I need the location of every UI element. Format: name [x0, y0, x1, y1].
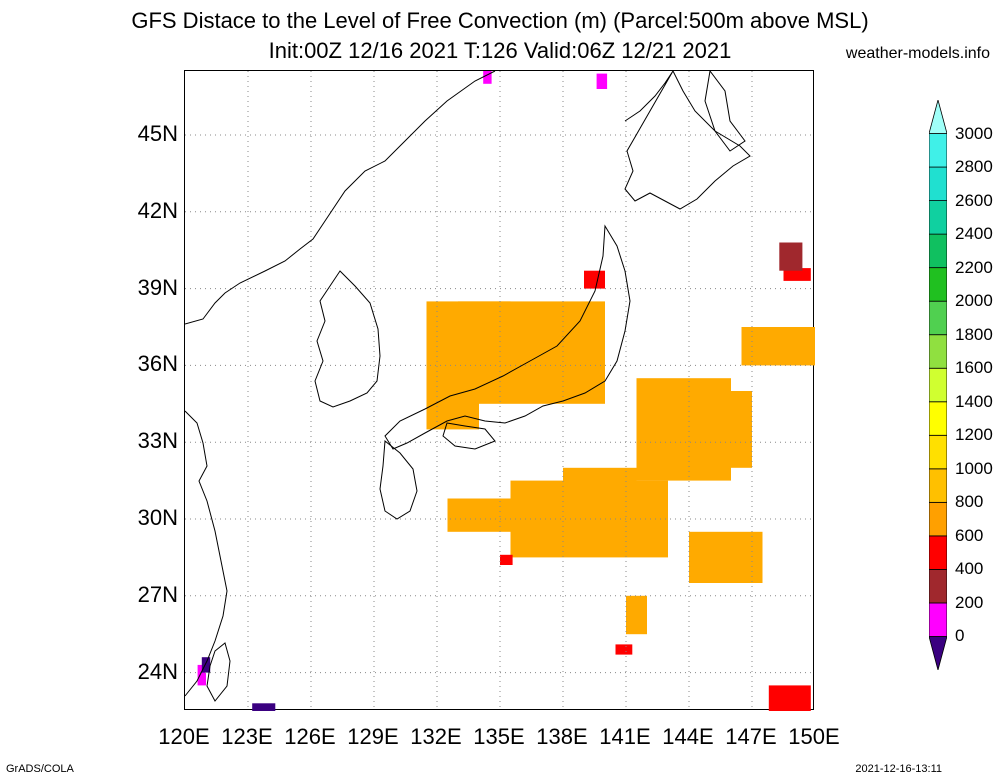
lat-tick-label: 42N — [137, 197, 178, 223]
field-region — [783, 268, 811, 281]
field-region — [741, 327, 815, 366]
colorbar-tick-label: 0 — [955, 626, 965, 646]
lfc-field-600-800 — [426, 301, 815, 635]
field-region — [689, 531, 763, 583]
lat-tick-label: 36N — [137, 351, 178, 377]
colorbar-tick-label: 2600 — [955, 190, 993, 210]
field-region — [626, 595, 647, 635]
colorbar-tick-label: 800 — [955, 492, 984, 512]
colorbar-tick-label: 2800 — [955, 157, 993, 177]
lon-tick-label: 120E — [158, 724, 210, 749]
colorbar-segment — [929, 569, 947, 604]
site-credit: weather-models.info — [845, 45, 990, 62]
colorbar-segment — [929, 401, 947, 436]
graticule — [185, 71, 815, 711]
lon-tick-label: 138E — [536, 724, 588, 749]
lon-tick-label: 123E — [221, 724, 273, 749]
colorbar-segment — [929, 602, 947, 637]
colorbar-tick-label: 2400 — [955, 224, 993, 244]
chart-title: GFS Distace to the Level of Free Convect… — [131, 8, 869, 33]
field-region — [483, 71, 492, 84]
lon-tick-label: 132E — [410, 724, 462, 749]
colorbar-segment — [929, 133, 947, 168]
field-region — [521, 327, 595, 391]
field-region — [563, 467, 637, 519]
coastline-china-east — [185, 410, 228, 697]
colorbar-tick-label: 2000 — [955, 291, 993, 311]
lon-tick-label: 141E — [599, 724, 651, 749]
lat-tick-label: 39N — [137, 274, 178, 300]
colorbar-segment — [929, 535, 947, 570]
lat-tick-label: 27N — [137, 581, 178, 607]
colorbar-tick-label: 1800 — [955, 324, 993, 344]
colorbar-tick-label: 1200 — [955, 425, 993, 445]
colorbar-segment — [929, 166, 947, 201]
colorbar-segment — [929, 200, 947, 235]
coastline-taiwan — [206, 642, 231, 702]
field-region — [252, 703, 276, 711]
field-region — [768, 685, 811, 711]
map-panel — [184, 70, 815, 711]
field-region — [500, 554, 513, 565]
field-region — [615, 644, 633, 655]
colorbar-tick-label: 1000 — [955, 458, 993, 478]
colorbar-tick-label: 200 — [955, 592, 984, 612]
coastline-korea — [314, 270, 381, 408]
chart-subtitle: Init:00Z 12/16 2021 T:126 Valid:06Z 12/2… — [268, 38, 732, 63]
lon-tick-label: 126E — [284, 724, 336, 749]
colorbar — [929, 100, 947, 670]
coastline — [185, 71, 751, 702]
footer-timestamp: 2021-12-16-13:11 — [855, 763, 942, 775]
coastline-honshu — [384, 224, 631, 450]
footer-software-credit: GrADS/COLA — [6, 763, 74, 775]
lfc-field-400-600 — [500, 268, 811, 711]
colorbar-tick-label: 3000 — [955, 123, 993, 143]
colorbar-segment — [929, 501, 947, 537]
lat-tick-label: 24N — [137, 658, 178, 684]
map-canvas — [185, 71, 815, 711]
colorbar-segment — [929, 100, 947, 134]
field-region — [458, 301, 511, 366]
lfc-field-<0 — [201, 657, 276, 711]
colorbar-tick-label: 400 — [955, 559, 984, 579]
field-region — [596, 73, 608, 89]
colorbar-tick-label: 1600 — [955, 358, 993, 378]
colorbar-segment — [929, 367, 947, 403]
colorbar-tick-label: 2200 — [955, 257, 993, 277]
lon-tick-label: 147E — [725, 724, 777, 749]
field-region — [584, 270, 605, 289]
coastline-shikoku — [442, 422, 496, 450]
lat-tick-label: 45N — [137, 121, 178, 146]
colorbar-segment — [929, 300, 947, 336]
colorbar-segment — [929, 233, 947, 269]
lon-tick-label: 129E — [347, 724, 399, 749]
field-region — [779, 242, 803, 271]
colorbar-segment — [929, 636, 947, 670]
lat-tick-label: 30N — [137, 505, 178, 530]
lfc-field-200-400 — [779, 242, 803, 271]
colorbar-tick-label: 600 — [955, 525, 984, 545]
field-region — [447, 498, 511, 532]
colorbar-segment — [929, 334, 947, 369]
lfc-field-0-200 — [197, 71, 608, 686]
field-region — [201, 657, 211, 673]
colorbar-segment — [929, 468, 947, 503]
coastline-hokkaido — [624, 71, 751, 210]
colorbar-segment — [929, 434, 947, 470]
coastline-mainland — [185, 71, 496, 325]
lon-tick-label: 150E — [788, 724, 840, 749]
colorbar-tick-label: 1400 — [955, 391, 993, 411]
field-region — [668, 391, 752, 468]
lfc-field-layer — [197, 71, 815, 711]
lon-tick-label: 144E — [662, 724, 714, 749]
lon-tick-label: 135E — [473, 724, 525, 749]
field-region — [197, 664, 206, 686]
coastline-sakhalin — [704, 71, 746, 152]
lat-tick-label: 33N — [137, 428, 178, 454]
colorbar-segment — [929, 267, 947, 302]
coastline-kyushu — [379, 440, 418, 520]
